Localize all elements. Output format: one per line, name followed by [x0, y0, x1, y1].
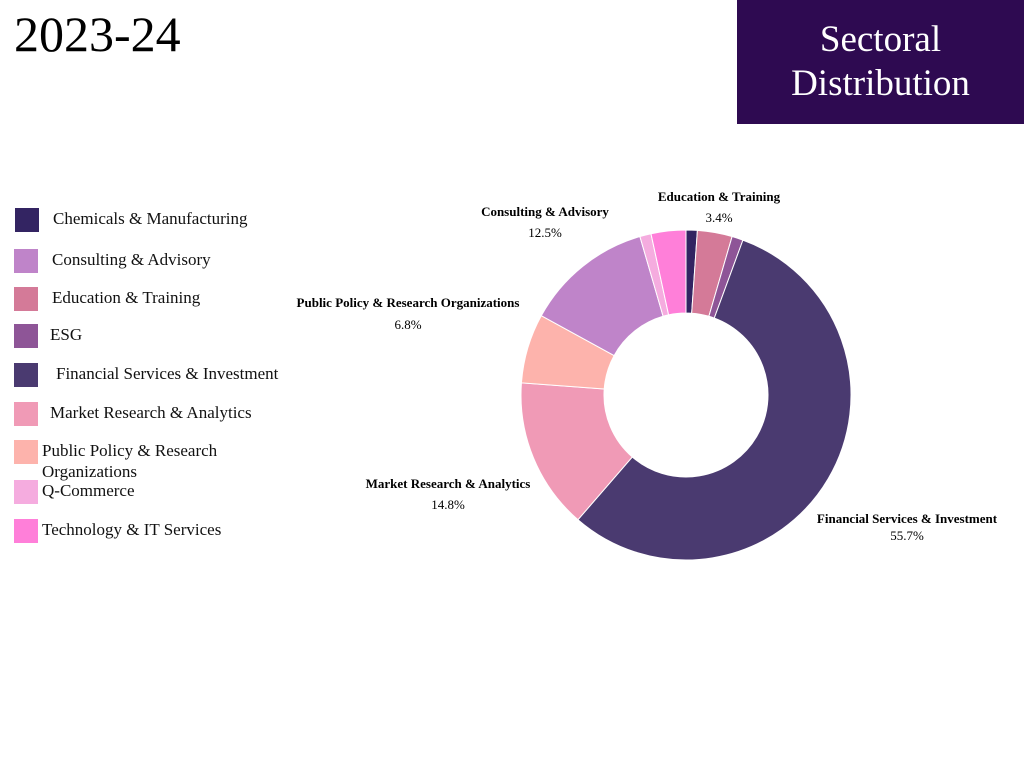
- legend-label: Technology & IT Services: [42, 520, 222, 539]
- legend-swatch: [14, 363, 38, 387]
- slice-label-public-policy: Public Policy & Research Organizations: [297, 295, 520, 310]
- legend-item: Technology & IT Services: [14, 519, 221, 543]
- legend-label: Public Policy & Research Organizations: [42, 441, 218, 481]
- year-heading: 2023-24: [14, 6, 181, 62]
- slice-labels: Education & Training 3.4% Consulting & A…: [297, 189, 998, 543]
- legend-swatch: [14, 324, 38, 348]
- legend-item: Market Research & Analytics: [14, 402, 252, 426]
- slice-label-market-research: Market Research & Analytics: [366, 476, 531, 491]
- slice-pct-consulting: 12.5%: [528, 225, 562, 240]
- legend-item: ESG: [14, 324, 82, 348]
- donut-slices: [520, 229, 852, 561]
- slice-pct-financial: 55.7%: [890, 528, 924, 543]
- legend-label: Financial Services & Investment: [56, 364, 279, 383]
- legend-swatch: [14, 402, 38, 426]
- legend-item: Consulting & Advisory: [14, 249, 211, 273]
- donut-slice-8: [650, 229, 687, 316]
- slice-pct-education: 3.4%: [705, 210, 732, 225]
- legend-label: Market Research & Analytics: [50, 403, 252, 422]
- legend-item: Financial Services & Investment: [14, 363, 278, 387]
- legend-swatch: [14, 287, 38, 311]
- slice-label-education: Education & Training: [658, 189, 781, 204]
- legend-item: Public Policy & Research Organizations: [14, 440, 242, 482]
- legend-label: ESG: [50, 325, 83, 344]
- legend-label: Q-Commerce: [42, 481, 135, 500]
- legend-label: Chemicals & Manufacturing: [53, 209, 248, 228]
- title-line-1: Sectoral: [819, 19, 942, 60]
- slice-label-consulting: Consulting & Advisory: [481, 204, 609, 219]
- legend-swatch: [14, 480, 38, 504]
- title-banner: Sectoral Distribution: [737, 0, 1024, 124]
- legend-swatch: [15, 208, 39, 232]
- slice-pct-public-policy: 6.8%: [394, 317, 421, 332]
- legend-swatch: [14, 249, 38, 273]
- legend-item: Q-Commerce: [14, 480, 135, 504]
- slice-pct-market-research: 14.8%: [431, 497, 465, 512]
- legend-swatch: [14, 519, 38, 543]
- legend-swatch: [14, 440, 38, 464]
- donut-slice-3: [577, 239, 852, 561]
- legend-item: Education & Training: [14, 287, 200, 311]
- slice-label-financial: Financial Services & Investment: [817, 511, 998, 526]
- title-line-2: Distribution: [791, 63, 970, 104]
- legend-label: Education & Training: [52, 288, 201, 307]
- legend-label: Consulting & Advisory: [52, 250, 211, 269]
- legend-item: Chemicals & Manufacturing: [15, 208, 248, 232]
